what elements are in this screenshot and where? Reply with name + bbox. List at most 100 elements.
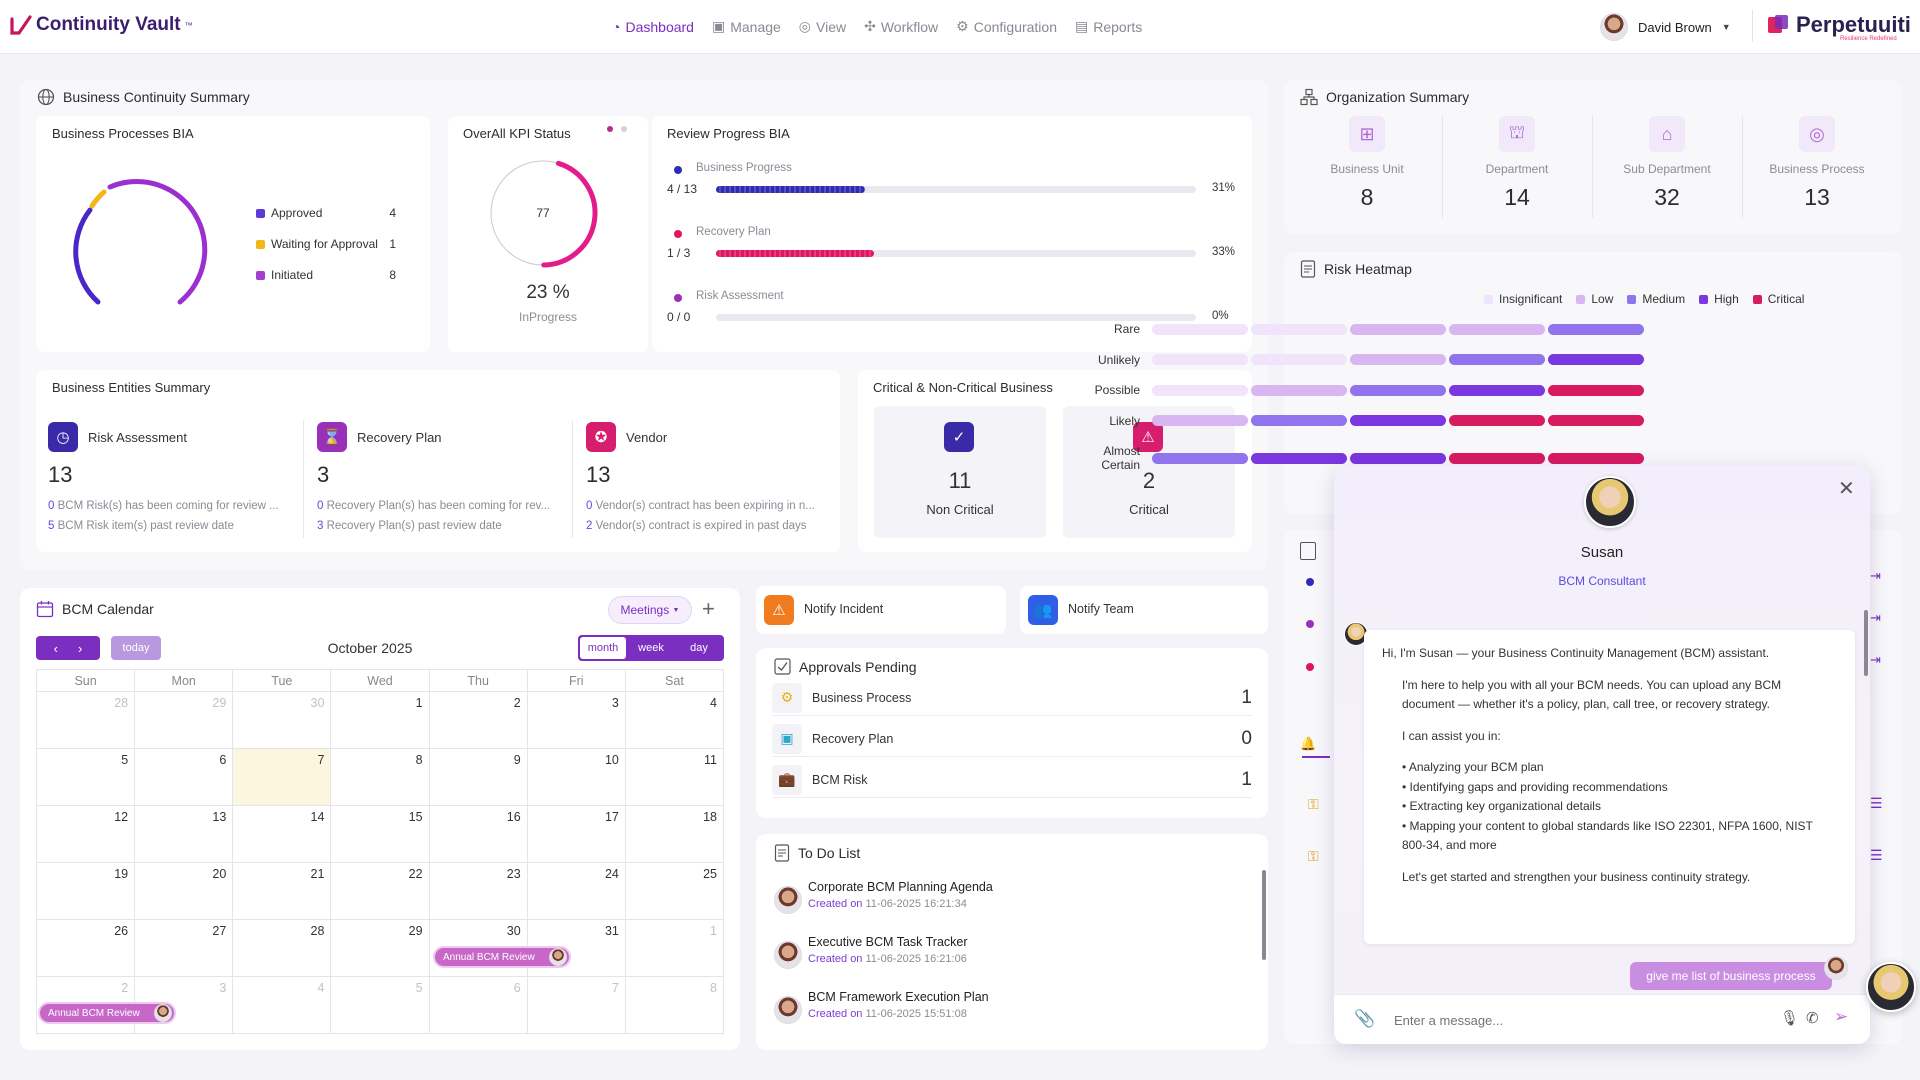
calendar-day[interactable]: 23 — [429, 863, 528, 920]
heatmap-cell[interactable] — [1548, 415, 1644, 426]
calendar-day[interactable]: 2 — [429, 692, 528, 749]
todo-scrollbar[interactable] — [1262, 870, 1266, 960]
approval-row[interactable]: ▣ Recovery Plan 0 — [772, 721, 1252, 757]
heatmap-cell[interactable] — [1449, 415, 1545, 426]
heatmap-cell[interactable] — [1449, 384, 1545, 396]
heatmap-cell[interactable] — [1350, 415, 1446, 426]
calendar-event[interactable]: Annual BCM Review — [433, 946, 571, 968]
carousel-dot[interactable] — [621, 126, 627, 132]
entity-label[interactable]: Risk Assessment — [88, 430, 187, 445]
next-month-icon[interactable]: › — [78, 640, 83, 656]
calendar-day[interactable]: 22 — [331, 863, 430, 920]
heatmap-cell[interactable] — [1350, 384, 1446, 396]
entity-label[interactable]: Recovery Plan — [357, 430, 442, 445]
heatmap-cell[interactable] — [1251, 452, 1347, 464]
calendar-day[interactable]: 24 — [527, 863, 626, 920]
calendar-day[interactable]: 6 — [135, 749, 234, 806]
todo-item[interactable]: Corporate BCM Planning Agenda Created on … — [774, 880, 993, 914]
calendar-day[interactable]: 16 — [429, 806, 528, 863]
nav-view[interactable]: ◎ View — [798, 18, 847, 35]
calendar-day[interactable]: 31 — [527, 920, 626, 977]
assistant-launcher-avatar[interactable] — [1866, 962, 1916, 1012]
calendar-day[interactable]: 3 — [135, 977, 234, 1034]
calendar-day[interactable]: 28 — [233, 920, 332, 977]
calendar-day[interactable]: 25 — [625, 863, 724, 920]
calendar-filter-dropdown[interactable]: Meetings ▼ — [608, 596, 692, 624]
calendar-day[interactable]: 17 — [527, 806, 626, 863]
calendar-day[interactable]: 7 — [527, 977, 626, 1034]
heatmap-cell[interactable] — [1350, 323, 1446, 335]
close-icon[interactable]: ✕ — [1838, 478, 1855, 500]
calendar-day[interactable]: 12 — [37, 806, 136, 863]
calendar-day[interactable]: 1 — [331, 692, 430, 749]
calendar-day[interactable]: 27 — [135, 920, 234, 977]
heatmap-cell[interactable] — [1152, 354, 1248, 365]
heatmap-cell[interactable] — [1152, 452, 1248, 464]
user-menu[interactable]: David Brown ▼ — [1600, 13, 1731, 41]
calendar-day[interactable]: 29 — [331, 920, 430, 977]
heatmap-cell[interactable] — [1152, 415, 1248, 426]
heatmap-cell[interactable] — [1350, 452, 1446, 464]
calendar-day[interactable]: 11 — [625, 749, 724, 806]
heatmap-cell[interactable] — [1548, 323, 1644, 335]
calendar-day[interactable]: 28 — [37, 692, 136, 749]
calendar-day[interactable]: 19 — [37, 863, 136, 920]
add-event-icon[interactable]: + — [702, 596, 715, 621]
microphone-icon[interactable]: 🎙 — [1780, 1010, 1800, 1027]
calendar-day[interactable]: 10 — [527, 749, 626, 806]
export-icon[interactable]: ⇥ — [1870, 610, 1881, 625]
heatmap-cell[interactable] — [1449, 323, 1545, 335]
chat-message-input[interactable] — [1394, 1007, 1734, 1033]
calendar-day[interactable]: 5 — [331, 977, 430, 1034]
calendar-day[interactable]: 21 — [233, 863, 332, 920]
notify-incident-button[interactable]: ⚠ Notify Incident — [756, 586, 1006, 634]
org-item-department[interactable]: ⛫ Department 14 — [1442, 116, 1592, 211]
todo-item[interactable]: Executive BCM Task Tracker Created on 11-… — [774, 935, 968, 969]
carousel-dot-active[interactable] — [607, 126, 613, 132]
menu-icon[interactable]: ☰ — [1870, 847, 1883, 863]
org-item-business-unit[interactable]: ⊞ Business Unit 8 — [1292, 116, 1442, 211]
org-item-sub-department[interactable]: ⌂ Sub Department 32 — [1592, 116, 1742, 211]
calendar-day[interactable]: 6 — [429, 977, 528, 1034]
calendar-day[interactable]: 8 — [625, 977, 724, 1034]
heatmap-cell[interactable] — [1251, 323, 1347, 335]
heatmap-cell[interactable] — [1251, 354, 1347, 365]
nav-workflow[interactable]: ✣ Workflow — [864, 18, 939, 35]
calendar-day[interactable]: 15 — [331, 806, 430, 863]
view-day[interactable]: day — [690, 642, 708, 654]
nav-dashboard[interactable]: ◔ Dashboard — [612, 18, 694, 35]
calendar-day[interactable]: 7 — [233, 749, 332, 806]
view-month[interactable]: month — [580, 637, 626, 659]
app-logo[interactable]: Continuity Vault ™ — [10, 14, 193, 36]
calendar-day[interactable]: 1 — [625, 920, 724, 977]
calendar-day[interactable]: 20 — [135, 863, 234, 920]
heatmap-cell[interactable] — [1251, 415, 1347, 426]
calendar-event[interactable]: Annual BCM Review — [38, 1002, 176, 1024]
calendar-day[interactable]: 5 — [37, 749, 136, 806]
critical-box[interactable]: ⚠ 2 Critical — [1063, 406, 1235, 538]
prev-month-icon[interactable]: ‹ — [53, 640, 58, 656]
nav-manage[interactable]: ▣ Manage — [711, 18, 781, 35]
calendar-day[interactable]: 18 — [625, 806, 724, 863]
heatmap-cell[interactable] — [1350, 354, 1446, 365]
calendar-day[interactable]: 4 — [625, 692, 724, 749]
menu-icon[interactable]: ☰ — [1870, 795, 1883, 811]
calendar-day[interactable]: 26 — [37, 920, 136, 977]
calendar-nav-buttons[interactable]: ‹ › — [36, 636, 100, 660]
calendar-day[interactable]: 30 — [233, 692, 332, 749]
calendar-day[interactable]: 4 — [233, 977, 332, 1034]
phone-icon[interactable]: ✆ — [1806, 1010, 1819, 1027]
calendar-day[interactable]: 9 — [429, 749, 528, 806]
export-icon[interactable]: ⇥ — [1870, 568, 1881, 583]
attach-icon[interactable]: 📎 — [1354, 1009, 1376, 1028]
send-icon[interactable]: ➢ — [1834, 1007, 1849, 1026]
calendar-day[interactable]: 13 — [135, 806, 234, 863]
nav-configuration[interactable]: ⚙ Configuration — [956, 18, 1057, 35]
heatmap-cell[interactable] — [1152, 384, 1248, 396]
today-button[interactable]: today — [111, 636, 161, 660]
todo-item[interactable]: BCM Framework Execution Plan Created on 1… — [774, 990, 989, 1024]
non-critical-box[interactable]: ✓ 11 Non Critical — [874, 406, 1046, 538]
chat-scrollbar[interactable] — [1864, 610, 1868, 676]
calendar-day[interactable]: 29 — [135, 692, 234, 749]
notify-team-button[interactable]: 👥 Notify Team — [1020, 586, 1268, 634]
